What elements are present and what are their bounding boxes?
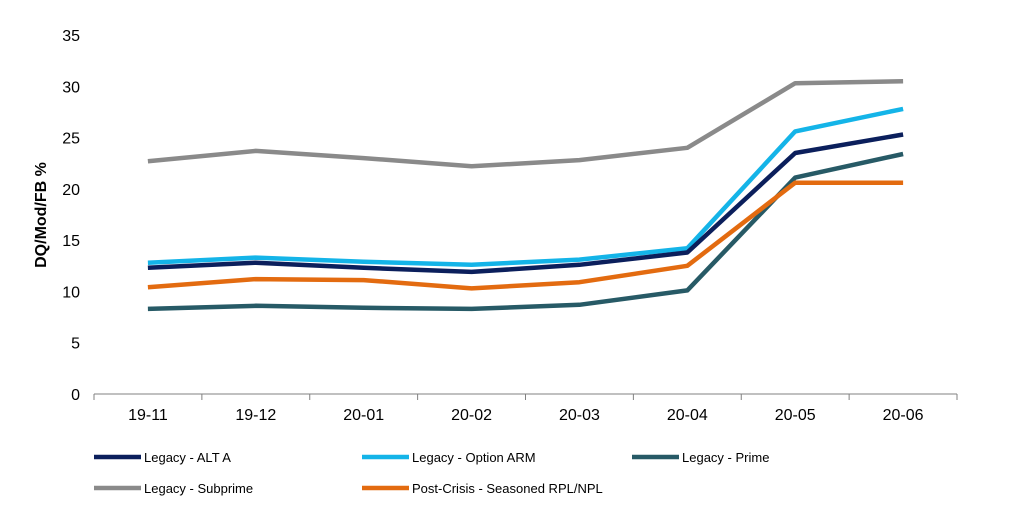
legend: Legacy - ALT A Legacy - Option ARM Legacy … — [94, 450, 769, 496]
x-tick-label: 20-02 — [451, 407, 492, 424]
series-line-legacy-subprime — [147, 78, 904, 169]
y-tick-label: 25 — [62, 131, 80, 148]
x-tick-label: 20-01 — [343, 407, 384, 424]
y-tick-label: 15 — [62, 233, 80, 250]
legend-label: Legacy - Option ARM — [412, 450, 536, 465]
legend-label: Legacy - Subprime — [144, 481, 253, 496]
series-line-legacy-option-arm — [147, 106, 904, 268]
x-tick-label: 20-06 — [883, 407, 924, 424]
y-tick-label: 0 — [71, 387, 80, 404]
series-lines — [147, 78, 904, 312]
y-tick-label: 35 — [62, 28, 80, 45]
legend-label: Legacy - Prime — [682, 450, 769, 465]
x-axis: 19-11 19-12 20-01 20-02 20-03 20-04 20-05 20-06 — [93, 393, 958, 424]
x-tick-label: 20-04 — [667, 407, 708, 424]
y-axis: 0 5 10 15 20 25 30 35 — [62, 28, 80, 404]
x-tick-label: 19-12 — [235, 407, 276, 424]
y-tick-label: 5 — [71, 336, 80, 353]
legend-label: Post-Crisis - Seasoned RPL/NPL — [412, 481, 603, 496]
series-line-legacy-alt-a — [147, 132, 904, 275]
y-tick-label: 10 — [62, 284, 80, 301]
y-axis-title: DQ/Mod/FB % — [33, 162, 50, 268]
x-tick-label: 20-03 — [559, 407, 600, 424]
legend-label: Legacy - ALT A — [144, 450, 231, 465]
x-tick-label: 19-11 — [128, 407, 168, 424]
y-tick-label: 30 — [62, 79, 80, 96]
y-tick-label: 20 — [62, 182, 80, 199]
x-tick-label: 20-05 — [775, 407, 816, 424]
series-line-post-crisis-seasoned-rpl-npl — [147, 180, 904, 291]
